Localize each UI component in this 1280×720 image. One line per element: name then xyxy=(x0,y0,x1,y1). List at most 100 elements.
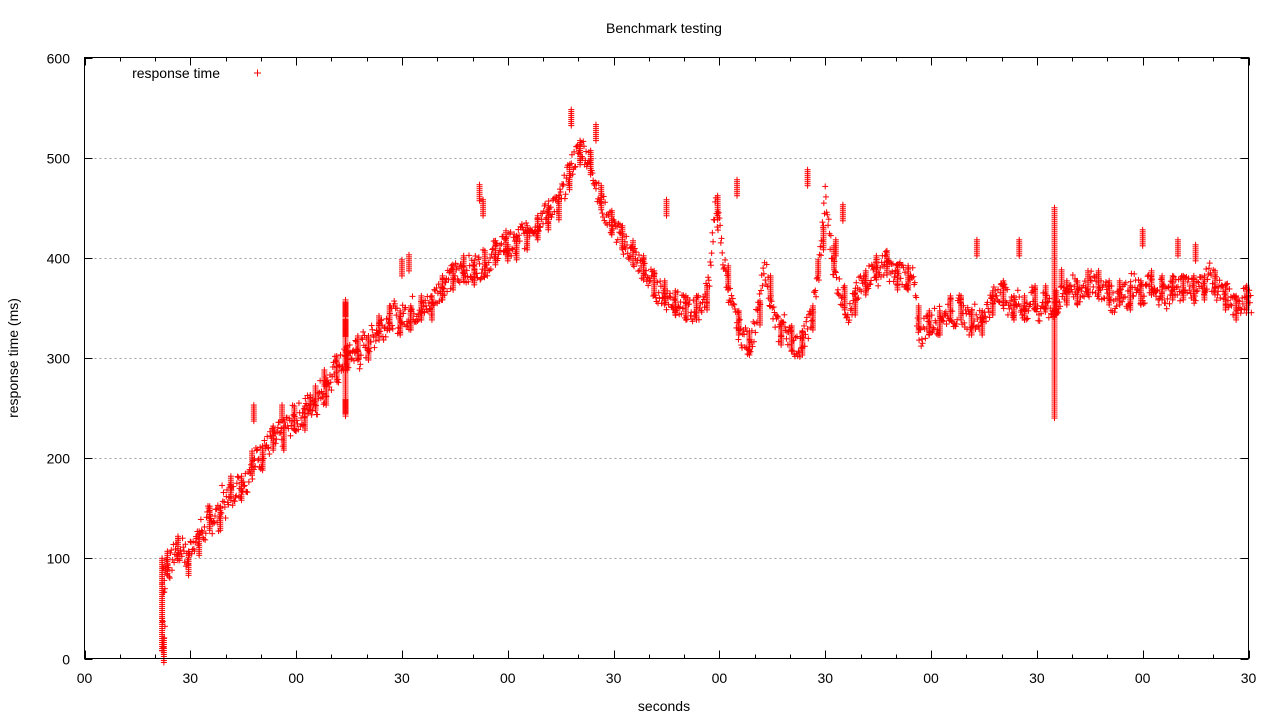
data-point xyxy=(971,301,978,308)
data-point xyxy=(303,402,310,409)
data-point xyxy=(708,250,715,257)
data-point xyxy=(530,229,537,236)
data-point xyxy=(250,466,257,473)
data-point xyxy=(547,204,554,211)
data-point xyxy=(382,333,389,340)
x-tick-label: 00 xyxy=(77,670,93,686)
data-point xyxy=(378,316,385,323)
x-axis-label: seconds xyxy=(638,698,690,714)
data-point xyxy=(452,260,459,267)
data-point xyxy=(451,272,458,279)
data-point xyxy=(181,559,188,566)
data-point xyxy=(167,549,174,556)
data-point xyxy=(853,279,860,286)
data-point xyxy=(477,276,484,283)
data-point xyxy=(219,482,226,489)
data-point xyxy=(359,336,366,343)
data-point xyxy=(534,236,541,243)
data-point xyxy=(498,240,505,247)
data-point xyxy=(219,498,226,505)
data-point xyxy=(872,274,879,281)
data-point xyxy=(369,326,376,333)
data-point xyxy=(540,220,547,227)
data-point xyxy=(456,279,463,286)
data-point xyxy=(264,444,271,451)
data-point xyxy=(856,274,863,281)
data-point xyxy=(497,242,504,249)
data-point xyxy=(332,358,339,365)
data-point xyxy=(583,148,590,155)
data-point xyxy=(159,618,166,625)
data-point xyxy=(221,504,228,511)
data-point xyxy=(225,501,232,508)
data-point xyxy=(495,251,502,258)
data-point xyxy=(421,309,428,316)
data-point xyxy=(410,310,417,317)
data-point xyxy=(833,274,840,281)
data-point xyxy=(272,440,279,447)
data-point xyxy=(323,402,330,409)
data-point xyxy=(171,559,178,566)
data-point xyxy=(367,338,374,345)
data-point xyxy=(537,224,544,231)
data-point xyxy=(422,297,429,304)
data-point xyxy=(178,550,185,557)
data-point xyxy=(484,272,491,279)
data-point xyxy=(386,326,393,333)
data-point xyxy=(354,356,361,363)
data-point xyxy=(489,246,496,253)
data-point xyxy=(523,220,530,227)
data-point xyxy=(805,335,812,342)
data-point xyxy=(760,265,767,272)
data-point xyxy=(707,259,714,266)
data-point xyxy=(371,344,378,351)
chart-title: Benchmark testing xyxy=(606,20,722,36)
data-point xyxy=(201,523,208,530)
data-point xyxy=(245,478,252,485)
data-point xyxy=(209,520,216,527)
data-point xyxy=(295,400,302,407)
data-point xyxy=(314,411,321,418)
data-point xyxy=(485,259,492,266)
data-point xyxy=(918,336,925,343)
data-point xyxy=(160,659,167,666)
data-point xyxy=(1006,305,1013,312)
data-point xyxy=(433,284,440,291)
data-point xyxy=(389,325,396,332)
data-point xyxy=(407,326,414,333)
data-point xyxy=(492,261,499,268)
data-point xyxy=(383,315,390,322)
data-point xyxy=(326,384,333,391)
data-point xyxy=(230,483,237,490)
data-point xyxy=(513,256,520,263)
data-point xyxy=(199,528,206,535)
data-point xyxy=(168,567,175,574)
data-point xyxy=(317,377,324,384)
data-point xyxy=(166,575,173,582)
data-point xyxy=(1024,315,1031,322)
data-point xyxy=(868,277,875,284)
data-point xyxy=(488,251,495,258)
data-point xyxy=(308,411,315,418)
data-point xyxy=(472,252,479,259)
data-point xyxy=(784,341,791,348)
data-point xyxy=(413,319,420,326)
data-point xyxy=(442,279,449,286)
data-point xyxy=(535,227,542,234)
data-point xyxy=(808,317,815,324)
y-tick-label: 600 xyxy=(47,51,71,67)
data-point xyxy=(633,249,640,256)
data-point xyxy=(422,302,429,309)
x-tick-label: 00 xyxy=(500,670,516,686)
data-point xyxy=(252,463,259,470)
legend-marker-plus-icon xyxy=(254,69,261,77)
data-point xyxy=(497,247,504,254)
data-point xyxy=(217,527,224,534)
data-point xyxy=(441,292,448,299)
data-point xyxy=(295,426,302,433)
data-point xyxy=(486,267,493,274)
data-point xyxy=(209,530,216,537)
data-point xyxy=(975,322,982,329)
data-point xyxy=(360,328,367,335)
data-point xyxy=(822,183,829,190)
